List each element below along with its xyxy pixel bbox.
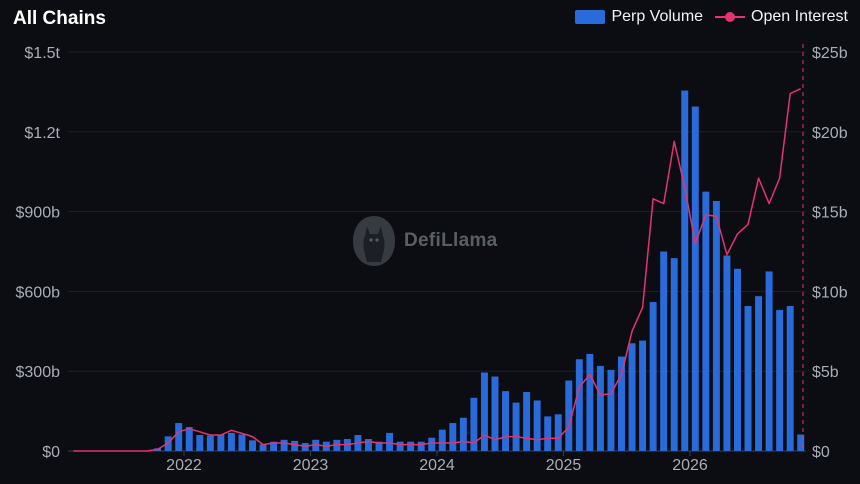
volume-bar[interactable] (733, 268, 741, 451)
volume-bar[interactable] (438, 429, 446, 451)
volume-bar[interactable] (691, 106, 699, 451)
volume-bar[interactable] (660, 251, 668, 452)
legend-swatch-line (715, 12, 746, 22)
volume-bar[interactable] (797, 434, 805, 451)
legend-label-open-interest: Open Interest (751, 8, 848, 25)
volume-bar[interactable] (533, 400, 541, 451)
volume-bar[interactable] (480, 372, 488, 451)
y-left-tick-label: $1.5t (24, 45, 60, 62)
volume-bar[interactable] (544, 416, 552, 451)
volume-bar[interactable] (649, 302, 657, 451)
volume-bar[interactable] (523, 391, 531, 451)
chart-legend: Perp Volume Open Interest (575, 8, 848, 26)
volume-bar[interactable] (744, 306, 752, 451)
x-tick-label: 2026 (672, 457, 708, 474)
y-right-tick-label: $25b (812, 45, 848, 62)
legend-label-perp-volume: Perp Volume (611, 8, 704, 25)
volume-bar[interactable] (259, 444, 267, 451)
volume-bar[interactable] (175, 423, 183, 451)
volume-bar[interactable] (449, 423, 457, 451)
volume-bar[interactable] (765, 271, 773, 451)
volume-bar[interactable] (196, 435, 204, 451)
volume-bar[interactable] (723, 255, 731, 451)
volume-bar[interactable] (628, 343, 636, 451)
volume-bar[interactable] (470, 397, 478, 451)
volume-bar[interactable] (459, 417, 467, 451)
volume-bar[interactable] (586, 353, 594, 451)
y-right-tick-label: $10b (812, 284, 848, 301)
volume-bar[interactable] (312, 439, 320, 451)
y-left-tick-label: $1.2t (24, 125, 60, 142)
volume-bar[interactable] (270, 441, 278, 451)
volume-bar[interactable] (206, 435, 214, 451)
volume-bar[interactable] (702, 191, 710, 451)
volume-bar[interactable] (386, 432, 394, 451)
volume-bar[interactable] (407, 441, 415, 451)
volume-bar[interactable] (364, 439, 372, 451)
volume-bar[interactable] (375, 441, 383, 451)
volume-bar[interactable] (618, 356, 625, 451)
watermark: DefiLlama (350, 214, 498, 268)
volume-bar[interactable] (217, 434, 225, 451)
volume-bar[interactable] (291, 440, 299, 451)
volume-bar[interactable] (301, 443, 309, 451)
y-left-tick-label: $0 (42, 444, 60, 461)
y-left-tick-label: $900b (16, 205, 61, 222)
y-right-tick-label: $20b (812, 125, 848, 142)
volume-bar[interactable] (776, 310, 784, 451)
x-tick-label: 2022 (166, 457, 202, 474)
open-interest-line[interactable] (73, 88, 802, 452)
volume-bar[interactable] (512, 402, 520, 451)
legend-swatch-bar (575, 10, 606, 24)
volume-bar[interactable] (396, 441, 404, 451)
volume-bar[interactable] (249, 440, 256, 451)
y-right-tick-label: $15b (812, 205, 848, 222)
volume-bar[interactable] (280, 439, 288, 451)
volume-bar[interactable] (428, 437, 436, 451)
volume-bar[interactable] (712, 200, 720, 451)
volume-bar[interactable] (639, 340, 647, 451)
legend-item-open-interest[interactable]: Open Interest (715, 8, 848, 26)
axes: $0 $300b $600b $900b $1.2t $1.5t $0 $5b $10b $15b… (16, 44, 848, 474)
x-tick-label: 2023 (293, 457, 329, 474)
bar-series (154, 90, 805, 452)
y-right-tick-label: $0 (812, 444, 830, 461)
watermark-text: DefiLlama (404, 230, 498, 251)
volume-bar[interactable] (417, 441, 425, 451)
volume-bar[interactable] (786, 306, 794, 451)
line-series (73, 88, 802, 452)
x-tick-label: 2025 (546, 457, 582, 474)
volume-bar[interactable] (227, 432, 235, 451)
llama-logo-icon (353, 216, 395, 266)
volume-bar[interactable] (554, 414, 562, 451)
y-left-tick-label: $300b (16, 364, 61, 381)
volume-bar[interactable] (565, 380, 573, 451)
x-tick-label: 2024 (419, 457, 455, 474)
volume-bar[interactable] (607, 369, 615, 451)
volume-bar[interactable] (575, 359, 583, 451)
legend-item-perp-volume[interactable]: Perp Volume (575, 8, 703, 26)
volume-bar[interactable] (502, 391, 510, 451)
volume-bar[interactable] (491, 376, 499, 451)
page-title: All Chains (13, 8, 106, 29)
y-left-tick-label: $600b (16, 284, 61, 301)
volume-bar[interactable] (185, 427, 193, 451)
volume-bar[interactable] (755, 296, 763, 451)
volume-bar[interactable] (333, 439, 341, 451)
volume-bar[interactable] (238, 434, 246, 451)
volume-bar[interactable] (681, 90, 689, 451)
y-right-tick-label: $5b (812, 364, 839, 381)
volume-bar[interactable] (596, 365, 604, 451)
volume-bar[interactable] (670, 258, 678, 451)
